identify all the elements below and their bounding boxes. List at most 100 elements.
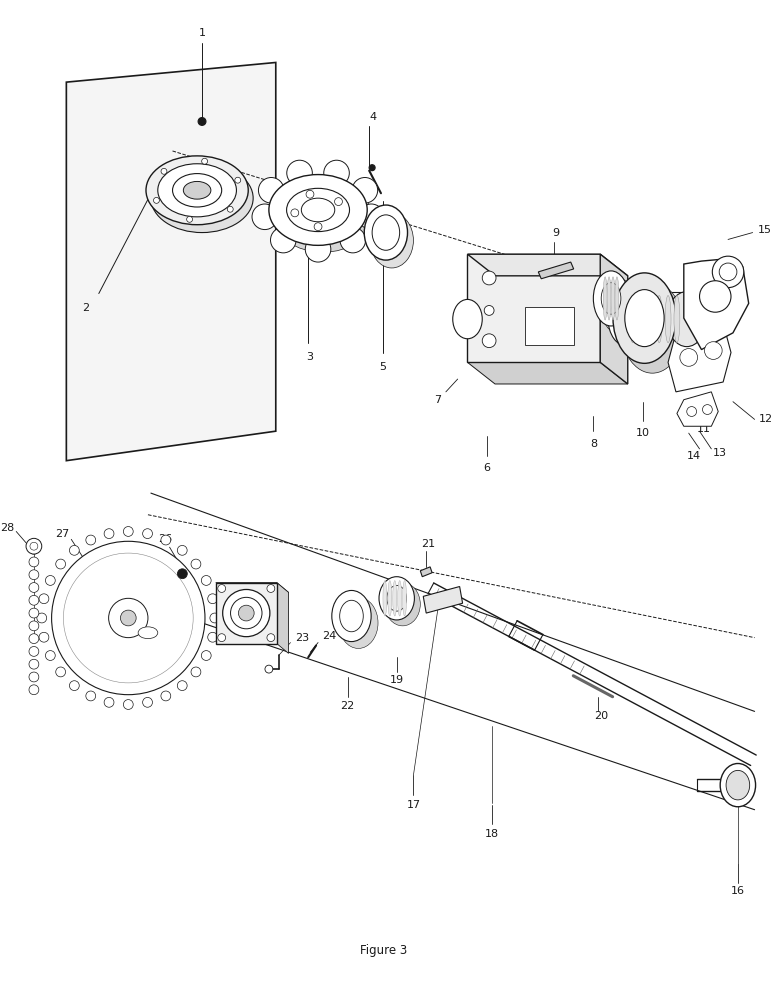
Circle shape	[340, 227, 366, 253]
Circle shape	[306, 190, 314, 198]
Ellipse shape	[452, 299, 482, 339]
Ellipse shape	[379, 577, 415, 620]
Text: 13: 13	[713, 448, 727, 458]
Circle shape	[201, 576, 212, 585]
Circle shape	[30, 542, 38, 550]
Circle shape	[120, 610, 136, 626]
Polygon shape	[216, 583, 276, 644]
Circle shape	[39, 594, 49, 604]
Circle shape	[29, 608, 39, 618]
Text: 16: 16	[731, 886, 745, 896]
Ellipse shape	[726, 770, 750, 800]
Text: 17: 17	[406, 800, 421, 810]
Circle shape	[482, 271, 496, 285]
Text: 20: 20	[594, 711, 608, 721]
Text: 5: 5	[380, 362, 387, 372]
Text: 18: 18	[485, 829, 499, 839]
Circle shape	[305, 237, 331, 262]
Circle shape	[314, 223, 322, 231]
Ellipse shape	[594, 271, 628, 326]
Ellipse shape	[332, 590, 371, 642]
Circle shape	[270, 227, 296, 253]
Ellipse shape	[274, 181, 372, 252]
Circle shape	[29, 557, 39, 567]
Circle shape	[161, 691, 171, 701]
Ellipse shape	[648, 295, 653, 343]
Text: 6: 6	[484, 463, 491, 473]
Ellipse shape	[398, 581, 401, 616]
Circle shape	[218, 585, 225, 592]
Ellipse shape	[231, 597, 262, 629]
Ellipse shape	[615, 277, 619, 320]
Circle shape	[56, 559, 66, 569]
Polygon shape	[423, 587, 462, 613]
Text: 4: 4	[370, 112, 377, 122]
Text: 12: 12	[759, 414, 772, 424]
Ellipse shape	[625, 290, 664, 347]
Text: 26: 26	[158, 534, 173, 544]
Circle shape	[69, 681, 80, 691]
Ellipse shape	[239, 605, 254, 621]
Circle shape	[291, 209, 299, 217]
Circle shape	[56, 667, 66, 677]
Circle shape	[29, 646, 39, 656]
Ellipse shape	[387, 586, 407, 611]
Text: 3: 3	[306, 352, 313, 362]
Ellipse shape	[611, 277, 615, 320]
Ellipse shape	[172, 174, 222, 207]
Ellipse shape	[370, 213, 414, 268]
Text: 1: 1	[198, 28, 205, 38]
Circle shape	[178, 569, 188, 579]
Circle shape	[323, 160, 349, 186]
Circle shape	[143, 529, 152, 539]
Circle shape	[267, 634, 275, 642]
Circle shape	[86, 691, 96, 701]
Circle shape	[191, 559, 201, 569]
Circle shape	[124, 527, 134, 536]
Circle shape	[352, 178, 378, 203]
Circle shape	[680, 349, 698, 366]
Circle shape	[26, 538, 42, 554]
Circle shape	[104, 529, 114, 539]
Circle shape	[154, 197, 159, 203]
Circle shape	[29, 634, 39, 644]
Circle shape	[201, 651, 212, 660]
Text: 19: 19	[390, 675, 404, 685]
Circle shape	[178, 545, 187, 555]
Circle shape	[143, 697, 152, 707]
Circle shape	[46, 576, 56, 585]
Circle shape	[29, 685, 39, 695]
Circle shape	[713, 256, 743, 288]
Polygon shape	[600, 254, 628, 384]
Circle shape	[104, 697, 114, 707]
Text: 21: 21	[421, 539, 435, 549]
Circle shape	[29, 659, 39, 669]
Ellipse shape	[269, 175, 367, 245]
Circle shape	[286, 160, 313, 186]
Circle shape	[198, 118, 206, 125]
Ellipse shape	[393, 581, 397, 616]
Circle shape	[227, 206, 233, 212]
Circle shape	[29, 621, 39, 631]
Ellipse shape	[665, 295, 671, 343]
Ellipse shape	[364, 205, 408, 260]
Circle shape	[86, 535, 96, 545]
Circle shape	[252, 204, 278, 230]
Circle shape	[235, 177, 241, 183]
Circle shape	[703, 405, 713, 414]
Text: 25: 25	[264, 636, 278, 646]
Text: 7: 7	[435, 395, 442, 405]
Circle shape	[704, 342, 722, 359]
Circle shape	[37, 613, 46, 623]
Ellipse shape	[301, 198, 335, 222]
Ellipse shape	[151, 164, 253, 233]
Text: 27: 27	[55, 529, 69, 539]
Ellipse shape	[720, 763, 756, 807]
Circle shape	[124, 700, 134, 709]
Circle shape	[63, 553, 193, 683]
Ellipse shape	[603, 277, 607, 320]
Text: 22: 22	[340, 701, 354, 711]
Circle shape	[191, 667, 201, 677]
Ellipse shape	[621, 283, 684, 373]
Circle shape	[699, 281, 731, 312]
